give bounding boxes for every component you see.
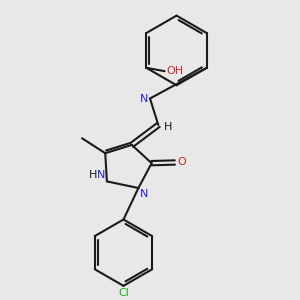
Text: O: O <box>178 158 186 167</box>
Text: N: N <box>140 189 148 199</box>
Text: N: N <box>97 170 105 180</box>
Text: H: H <box>89 170 98 180</box>
Text: N: N <box>140 94 148 103</box>
Text: OH: OH <box>166 66 183 76</box>
Text: H: H <box>164 122 172 132</box>
Text: Cl: Cl <box>118 289 129 298</box>
